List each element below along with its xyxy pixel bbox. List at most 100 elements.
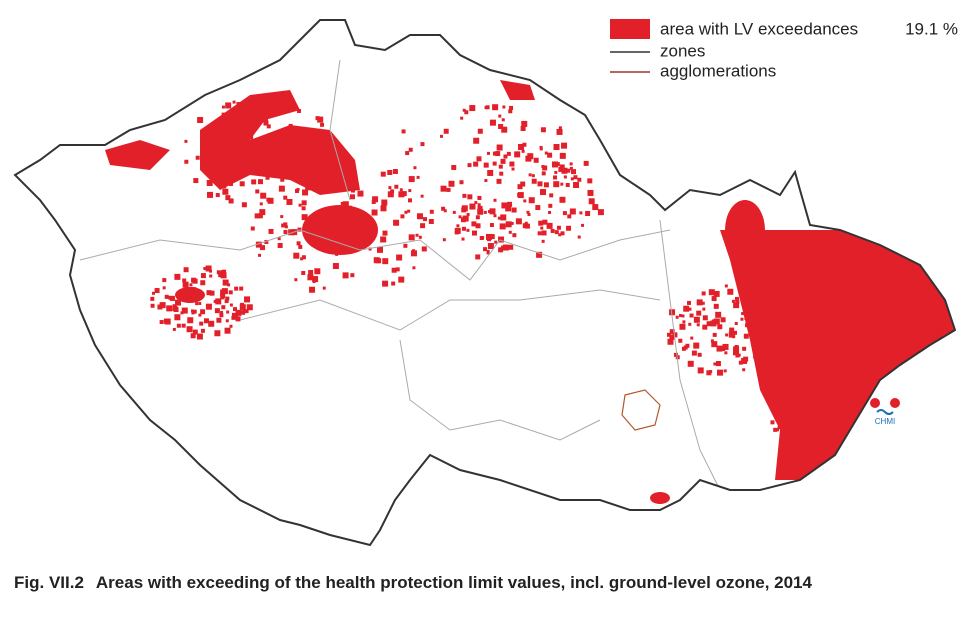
- exceedance-cell: [487, 210, 491, 214]
- logo-dot: [890, 398, 900, 408]
- exceedance-cell: [151, 291, 155, 295]
- exceedance-cell: [853, 432, 860, 439]
- exceedance-cell: [192, 309, 197, 314]
- exceedance-cell: [357, 190, 364, 197]
- exceedance-cell: [203, 151, 210, 158]
- exceedance-cell: [498, 124, 504, 130]
- exceedance-cell: [229, 303, 233, 307]
- legend-label: agglomerations: [660, 61, 776, 80]
- exceedance-cell: [195, 302, 199, 306]
- exceedance-cell: [207, 191, 214, 198]
- exceedance-cell: [538, 220, 544, 226]
- exceedance-cell: [420, 194, 424, 198]
- exceedance-cell: [191, 311, 195, 315]
- exceedance-cell: [305, 223, 310, 228]
- exceedance-cell: [508, 230, 512, 234]
- exceedance-cell: [812, 339, 819, 346]
- exceedance-cell: [260, 245, 266, 251]
- exceedance-cell: [800, 334, 807, 341]
- exceedance-cell: [858, 420, 863, 425]
- exceedance-cell: [182, 278, 187, 283]
- exceedance-cell: [280, 136, 285, 141]
- exceedance-cell: [184, 159, 189, 164]
- exceedance-cell: [571, 169, 577, 175]
- exceedance-cell: [817, 398, 824, 405]
- exceedance-cell: [587, 189, 594, 196]
- exceedance-cell: [503, 154, 508, 159]
- exceedance-cell: [387, 169, 393, 175]
- exceedance-cell: [205, 303, 212, 310]
- exceedance-cell: [819, 438, 823, 442]
- exceedance-cell: [774, 332, 778, 336]
- exceedance-cell: [499, 223, 506, 230]
- exceedance-cell: [298, 244, 303, 249]
- exceedance-cell: [236, 139, 243, 146]
- exceedance-cell: [798, 294, 803, 299]
- exceedance-cell: [219, 313, 224, 318]
- exceedance-cell: [757, 301, 761, 305]
- exceedance-cell: [782, 315, 786, 319]
- northeast-area: [500, 80, 535, 100]
- exceedance-cell: [349, 194, 355, 200]
- exceedance-cell: [376, 258, 382, 264]
- exceedance-cell: [377, 246, 384, 253]
- exceedance-cell: [561, 167, 568, 174]
- exceedance-cell: [502, 105, 506, 109]
- exceedance-cell: [735, 353, 740, 358]
- exceedance-cell: [439, 134, 443, 138]
- exceedance-cell: [286, 198, 293, 205]
- exceedance-cell: [416, 213, 423, 220]
- exceedance-cell: [227, 160, 232, 165]
- exceedance-cell: [252, 146, 258, 152]
- exceedance-cell: [799, 307, 804, 312]
- exceedance-cell: [872, 318, 877, 323]
- exceedance-cell: [330, 172, 335, 177]
- exceedance-cell: [566, 168, 571, 173]
- exceedance-cell: [330, 230, 336, 236]
- exceedance-cell: [542, 165, 548, 171]
- exceedance-cell: [487, 237, 492, 242]
- exceedance-cell: [787, 257, 791, 261]
- exceedance-cell: [496, 178, 502, 184]
- exceedance-cell: [579, 211, 583, 215]
- exceedance-cell: [836, 452, 842, 458]
- exceedance-cell: [790, 308, 797, 315]
- exceedance-cell: [277, 165, 281, 169]
- exceedance-cell: [778, 282, 782, 286]
- exceedance-cell: [487, 243, 494, 250]
- exceedance-cell: [388, 186, 392, 190]
- exceedance-cell: [562, 211, 567, 216]
- exceedance-cell: [812, 430, 816, 434]
- exceedance-cell: [555, 162, 560, 167]
- exceedance-cell: [826, 330, 832, 336]
- exceedance-cell: [515, 218, 522, 225]
- exceedance-cell: [477, 205, 483, 211]
- exceedance-cell: [493, 198, 497, 202]
- exceedance-cell: [487, 169, 494, 176]
- exceedance-cell: [688, 307, 692, 311]
- exceedance-cell: [767, 286, 772, 291]
- exceedance-cell: [240, 310, 245, 315]
- exceedance-cell: [498, 247, 504, 253]
- exceedance-cell: [782, 426, 786, 430]
- exceedance-cell: [262, 117, 268, 123]
- exceedance-cell: [757, 277, 761, 281]
- exceedance-cell: [758, 298, 763, 303]
- exceedance-cell: [712, 319, 718, 325]
- exceedance-cell: [335, 175, 339, 179]
- exceedance-cell: [198, 313, 202, 317]
- exceedance-cell: [735, 299, 740, 304]
- exceedance-cell: [689, 313, 694, 318]
- exceedance-cell: [245, 116, 252, 123]
- exceedance-cell: [298, 157, 305, 164]
- exceedance-cell: [364, 237, 370, 243]
- exceedance-cell: [687, 360, 694, 367]
- exceedance-cell: [814, 387, 821, 394]
- exceedance-cell: [816, 251, 822, 257]
- exceedance-cell: [320, 170, 326, 176]
- exceedance-cell: [872, 283, 879, 290]
- exceedance-cell: [472, 230, 478, 236]
- exceedance-cell: [355, 225, 360, 230]
- agglomeration-outline: [621, 389, 661, 431]
- exceedance-cell: [785, 310, 792, 317]
